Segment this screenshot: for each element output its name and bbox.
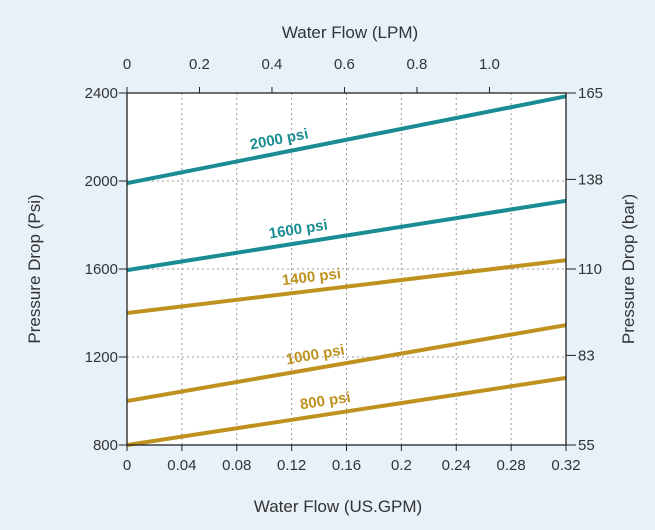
series-label: 1400 psi: [281, 265, 342, 289]
series-line: [126, 258, 567, 315]
x-bottom-tick-label: 0.08: [222, 457, 251, 474]
series-line: [126, 198, 567, 273]
x-bottom-tick-label: 0: [123, 457, 131, 474]
y-right-tick-label: 55: [578, 437, 595, 454]
y-right-tick-label: 110: [578, 261, 602, 278]
x-top-tick-label: 0.2: [189, 56, 210, 73]
x-top-tick-label: 0.6: [334, 56, 355, 73]
x-bottom-tick-label: 0.16: [332, 457, 361, 474]
series-line: [126, 323, 567, 403]
x-bottom-tick-label: 0.2: [391, 457, 412, 474]
y-right-axis-title: Pressure Drop (bar): [619, 194, 638, 344]
x-bottom-tick-label: 0.28: [497, 457, 526, 474]
y-left-tick-label: 1200: [85, 349, 118, 366]
series-line: [126, 94, 567, 186]
x-bottom-axis-title: Water Flow (US.GPM): [254, 497, 422, 516]
x-top-tick-label: 0.4: [262, 56, 283, 73]
x-bottom-tick-label: 0.24: [442, 457, 471, 474]
series-line: [126, 375, 567, 447]
tick-labels: 0 0.04 0.08 0.12 0.16 0.2 0.24 0.28 0.32 0 0.2 0.4 0…: [85, 56, 603, 474]
y-left-tick-label: 2400: [85, 85, 118, 102]
x-top-tick-label: 1.0: [479, 56, 500, 73]
y-left-tick-label: 1600: [85, 261, 118, 278]
x-top-tick-label: 0.8: [407, 56, 428, 73]
y-right-tick-label: 138: [578, 171, 603, 188]
y-left-tick-label: 800: [93, 437, 118, 454]
y-left-tick-label: 2000: [85, 173, 118, 190]
x-bottom-tick-label: 0.32: [551, 457, 580, 474]
x-top-tick-label: 0: [123, 56, 131, 73]
y-right-tick-label: 83: [578, 347, 595, 364]
x-bottom-tick-label: 0.12: [277, 457, 306, 474]
x-bottom-tick-label: 0.04: [167, 457, 196, 474]
y-right-tick-label: 165: [578, 85, 603, 102]
x-top-axis-title: Water Flow (LPM): [282, 23, 418, 42]
series-lines: [126, 94, 567, 447]
y-left-axis-title: Pressure Drop (Psi): [25, 194, 44, 343]
tick-marks: [119, 87, 576, 451]
